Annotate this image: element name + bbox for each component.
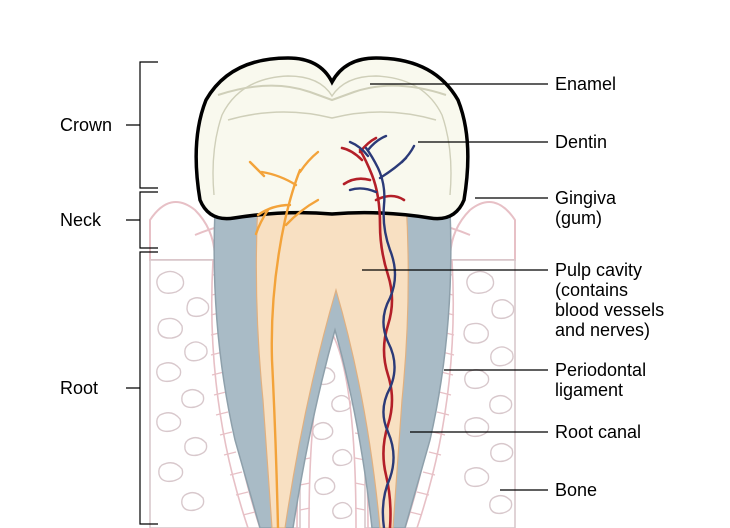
label-pulp: Pulp cavity(containsblood vesselsand ner… — [555, 260, 664, 340]
enamel — [196, 58, 468, 219]
tooth-diagram: Crown Neck Root Enamel Dentin Gingiva(gum) Pu… — [0, 0, 730, 528]
label-gingiva: Gingiva(gum) — [555, 188, 617, 228]
bracket-crown — [126, 62, 158, 188]
label-enamel: Enamel — [555, 74, 616, 94]
region-label-neck: Neck — [60, 210, 102, 230]
region-label-root: Root — [60, 378, 98, 398]
label-rootcanal: Root canal — [555, 422, 641, 442]
label-bone: Bone — [555, 480, 597, 500]
region-label-crown: Crown — [60, 115, 112, 135]
label-pdl: Periodontalligament — [555, 360, 646, 400]
region-brackets: Crown Neck Root — [60, 62, 158, 524]
label-dentin: Dentin — [555, 132, 607, 152]
